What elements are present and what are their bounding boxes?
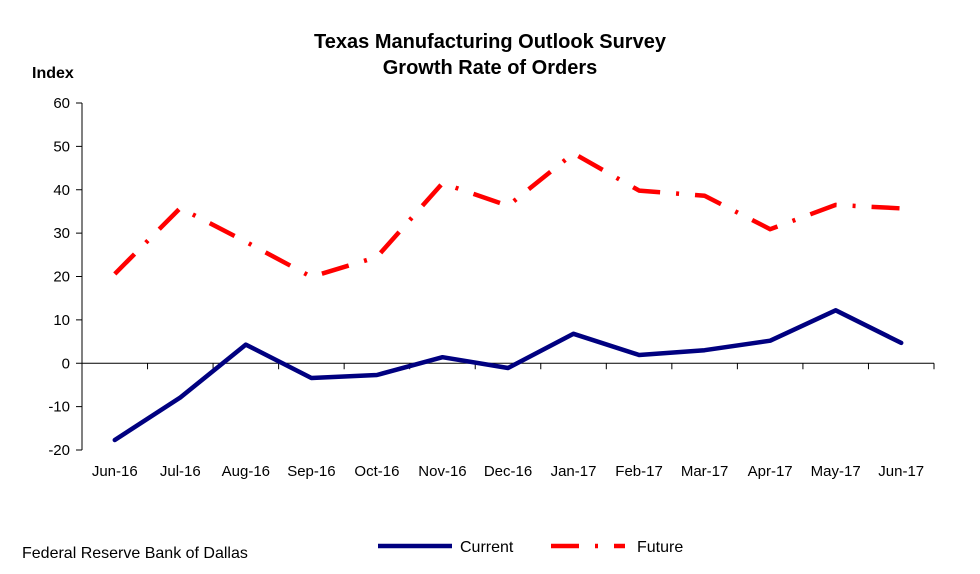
chart-title: Texas Manufacturing Outlook Survey: [314, 31, 667, 53]
y-tick-label: 20: [53, 269, 70, 286]
y-tick-labels: 60 50 40 30 20 10 0 -10 -20: [48, 95, 70, 459]
x-tick-label: Sep-16: [287, 463, 335, 480]
series-line-current: [112, 308, 904, 443]
x-tick-label: Nov-16: [418, 463, 466, 480]
x-tick-label: Jan-17: [551, 463, 597, 480]
x-tick-label: Aug-16: [222, 463, 270, 480]
x-tick-label: Oct-16: [354, 463, 399, 480]
y-axis-label: Index: [32, 65, 74, 82]
y-tick-label: 40: [53, 182, 70, 199]
x-tick-label: Jun-17: [878, 463, 924, 480]
x-tick-label: Apr-17: [748, 463, 793, 480]
y-tick-label: -10: [48, 399, 70, 416]
series-line-future: [113, 151, 902, 280]
y-tick-label: -20: [48, 442, 70, 459]
x-tick-label: Mar-17: [681, 463, 729, 480]
y-tick-label: 10: [53, 312, 70, 329]
legend: Current Future: [378, 539, 683, 556]
chart-subtitle: Growth Rate of Orders: [383, 57, 597, 79]
source-note: Federal Reserve Bank of Dallas: [22, 545, 248, 562]
y-tick-label: 50: [53, 138, 70, 155]
y-tick-label: 30: [53, 225, 70, 242]
series-lines: [112, 151, 904, 443]
x-tick-label: Jul-16: [160, 463, 201, 480]
axes: [76, 102, 935, 451]
x-tick-labels: Jun-16 Jul-16 Aug-16 Sep-16 Oct-16 Nov-16 Dec-…: [92, 463, 924, 480]
legend-label-future: Future: [637, 539, 683, 556]
x-tick-label: May-17: [811, 463, 861, 480]
legend-label-current: Current: [460, 539, 514, 556]
x-tick-label: Jun-16: [92, 463, 138, 480]
y-tick-label: 0: [62, 355, 70, 372]
y-tick-label: 60: [53, 95, 70, 112]
x-tick-label: Dec-16: [484, 463, 532, 480]
x-tick-label: Feb-17: [615, 463, 663, 480]
